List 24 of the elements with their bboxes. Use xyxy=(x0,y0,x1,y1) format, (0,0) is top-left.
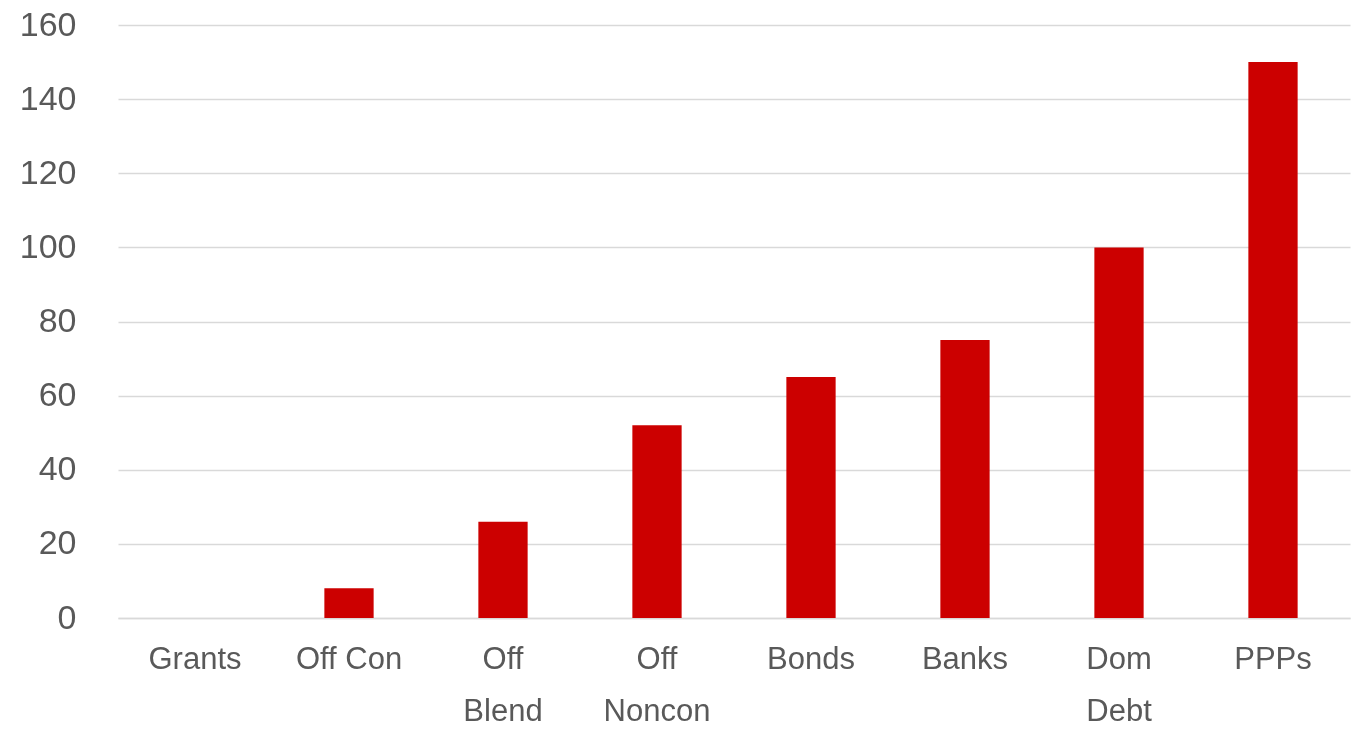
bar xyxy=(786,377,836,618)
y-tick-label: 140 xyxy=(19,78,77,117)
x-tick-label: Off Noncon xyxy=(603,640,711,728)
y-tick-label: 80 xyxy=(38,301,77,339)
y-tick-label: 40 xyxy=(38,449,77,488)
y-tick-label: 60 xyxy=(38,375,77,414)
y-tick-label: 0 xyxy=(57,597,77,636)
x-tick-label: PPPs xyxy=(1234,640,1312,676)
bar xyxy=(324,588,374,618)
x-tick-label: Banks xyxy=(921,640,1009,676)
x-tick-label: Dom Debt xyxy=(1086,640,1153,728)
y-tick-label: 20 xyxy=(38,523,77,562)
y-tick-label: 120 xyxy=(19,152,77,191)
bar xyxy=(632,425,682,618)
y-tick-label: 100 xyxy=(19,226,77,265)
bar xyxy=(940,340,990,618)
x-tick-label: Off Blend xyxy=(463,640,543,728)
bar xyxy=(478,521,528,618)
bar xyxy=(1094,247,1144,618)
x-tick-label: Bonds xyxy=(767,640,855,676)
bar xyxy=(1248,62,1298,618)
x-tick-label: Off Con xyxy=(295,640,403,676)
x-tick-label: Grants xyxy=(148,640,242,676)
y-tick-label: 160 xyxy=(19,4,77,43)
